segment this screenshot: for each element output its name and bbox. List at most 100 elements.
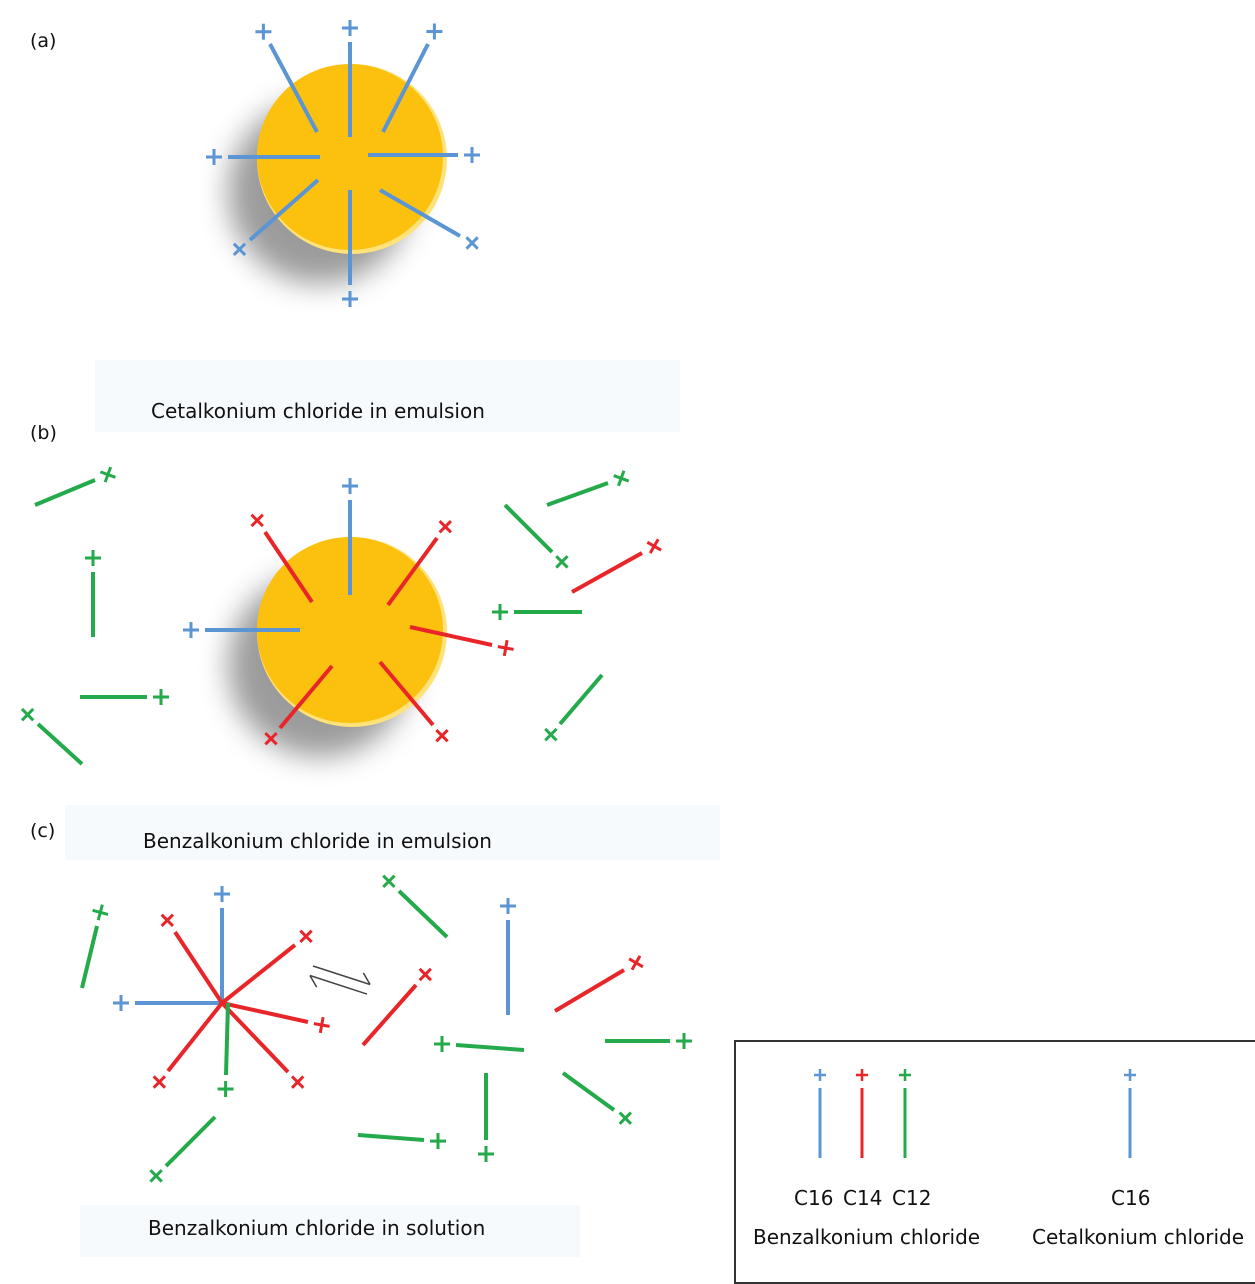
caption-band-b: [65, 805, 720, 860]
cationic-head-plus-icon: [555, 555, 569, 569]
cationic-head-plus-icon: [382, 874, 396, 889]
alkyl-tail: [357, 1133, 425, 1142]
alkyl-tail: [166, 1001, 224, 1073]
surfactant-chain-c16: [232, 178, 320, 257]
cationic-head-plus-icon: [618, 1111, 633, 1125]
cationic-head-plus-icon: [676, 1033, 692, 1049]
cationic-head-plus-icon: [99, 466, 116, 483]
surfactant-chain-c14: [386, 519, 453, 607]
cationic-head-plus-icon: [544, 727, 558, 742]
legend: C16 C14 C12 C16 Benzalkonium chloride Ce…: [734, 1040, 1255, 1284]
surfactant-chain-c14: [361, 967, 433, 1047]
alkyl-tail: [503, 503, 554, 554]
surfactant-chain-c16: [113, 995, 222, 1011]
surfactant-chain-c12: [357, 1133, 446, 1150]
surfactant-chain-c16: [342, 478, 358, 595]
cationic-head-plus-icon: [342, 478, 358, 494]
cationic-head-plus-icon: [426, 23, 443, 40]
alkyl-tail: [173, 930, 224, 1005]
alkyl-tail: [379, 188, 461, 238]
legend-chain-label-c16-bac: C16: [794, 1186, 834, 1210]
legend-chain-c16: [814, 1069, 826, 1158]
cationic-head-plus-icon: [152, 1075, 167, 1089]
cationic-head-plus-icon: [313, 1016, 330, 1034]
surfactant-chain-c12: [382, 874, 449, 939]
alkyl-tail: [378, 660, 435, 727]
cationic-head-plus-icon: [264, 731, 278, 746]
alkyl-tail: [36, 722, 84, 766]
alkyl-tail: [80, 925, 99, 989]
caption-b: Benzalkonium chloride in emulsion: [143, 829, 492, 853]
surfactant-chain-c12: [561, 1071, 633, 1125]
cationic-head-plus-icon: [149, 1169, 163, 1183]
surfactant-chain-c12: [80, 689, 169, 705]
cationic-head-plus-icon: [183, 622, 199, 638]
cationic-head-plus-icon: [92, 904, 109, 921]
alkyl-tail: [34, 478, 96, 507]
surfactant-chain-c16: [379, 188, 479, 250]
legend-plus-icon: [1124, 1069, 1136, 1081]
surfactant-chain-c14: [409, 625, 514, 657]
alkyl-tail: [553, 968, 626, 1013]
cationic-head-plus-icon: [500, 898, 516, 914]
legend-chain-c16: [1124, 1069, 1136, 1158]
cationic-head-plus-icon: [342, 20, 358, 36]
cationic-head-plus-icon: [214, 886, 230, 902]
oil-droplet-b: [257, 537, 443, 723]
panel-label-b: (b): [30, 422, 57, 444]
surfactant-chain-c14: [221, 1001, 330, 1034]
surfactant-chain-c14: [250, 513, 314, 604]
cationic-head-plus-icon: [206, 149, 222, 165]
surfactant-chain-c12: [503, 503, 569, 569]
cationic-head-plus-icon: [342, 291, 358, 307]
cationic-head-plus-icon: [464, 147, 480, 163]
alkyl-tail: [278, 664, 334, 730]
cationic-head-plus-icon: [613, 470, 630, 487]
alkyl-tail: [561, 1071, 616, 1112]
cationic-head-plus-icon: [290, 1075, 305, 1089]
surfactant-chain-c16: [342, 20, 358, 137]
legend-plus-icon: [899, 1069, 911, 1081]
surfactant-chain-c12: [605, 1033, 692, 1049]
alkyl-tail: [164, 1115, 217, 1168]
cationic-head-plus-icon: [250, 513, 264, 528]
alkyl-tail: [268, 43, 319, 133]
legend-plus-icon: [814, 1069, 826, 1081]
surfactant-chain-c14: [571, 538, 662, 594]
surfactant-chain-c16: [381, 23, 443, 133]
equilibrium-arrows-icon: [309, 965, 371, 995]
alkyl-tail: [248, 178, 320, 242]
cationic-head-plus-icon: [492, 604, 508, 620]
alkyl-tail: [361, 983, 418, 1047]
cationic-head-plus-icon: [628, 955, 644, 971]
alkyl-tail: [546, 481, 609, 507]
alkyl-tail: [386, 536, 439, 607]
surfactant-chain-c16: [214, 886, 230, 1003]
cationic-head-plus-icon: [435, 728, 449, 743]
alkyl-tail: [409, 625, 493, 647]
surfactant-chain-c14: [220, 1001, 305, 1089]
alkyl-tail: [397, 889, 449, 939]
alkyl-tail: [571, 551, 643, 594]
alkyl-tail: [558, 673, 604, 726]
surfactant-chain-c12: [20, 707, 84, 766]
legend-symbols: [814, 1069, 1136, 1158]
legend-chain-c12: [899, 1069, 911, 1158]
surfactant-chain-c16: [368, 147, 480, 163]
legend-group-cetalkonium: Cetalkonium chloride: [1032, 1225, 1245, 1249]
surfactant-chain-c16: [500, 898, 516, 1015]
surfactant-chain-c16: [255, 23, 319, 133]
caption-band-c: [80, 1205, 580, 1257]
surfactant-chain-c14: [160, 913, 224, 1005]
legend-chain-label-c12-bac: C12: [892, 1186, 932, 1210]
caption-a: Cetalkonium chloride in emulsion: [151, 399, 485, 423]
cationic-head-plus-icon: [113, 995, 129, 1011]
surfactant-chain-c12: [217, 1002, 234, 1097]
surfactant-chain-c12: [80, 904, 109, 989]
alkyl-tail: [220, 1001, 290, 1074]
surfactant-chain-c12: [434, 1036, 525, 1052]
cationic-head-plus-icon: [430, 1133, 446, 1150]
surfactant-chain-c12: [546, 470, 630, 507]
cationic-head-plus-icon: [232, 242, 247, 257]
cationic-head-plus-icon: [438, 519, 453, 534]
